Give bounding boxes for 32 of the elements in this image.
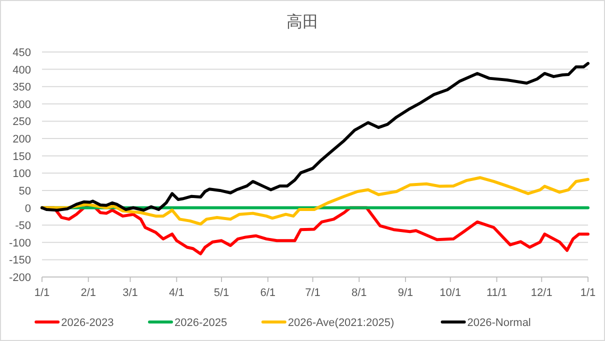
y-tick-label: 50	[18, 185, 31, 198]
x-tick-label: 8/1	[351, 287, 367, 299]
y-tick-label: 0	[24, 202, 31, 215]
y-tick-label: -200	[8, 272, 31, 284]
x-tick-label: 5/1	[214, 287, 230, 299]
y-tick-label: 150	[12, 150, 31, 163]
legend-label: 2026-2023	[61, 317, 114, 329]
x-tick-label: 9/1	[398, 287, 414, 299]
y-tick-label: -150	[8, 254, 31, 267]
legend-label: 2026-2025	[174, 317, 228, 329]
x-tick-label: 7/1	[305, 287, 320, 299]
x-tick-label: 4/1	[168, 287, 184, 299]
y-tick-label: 250	[12, 116, 31, 128]
y-tick-label: 300	[12, 98, 31, 111]
y-tick-label: -50	[15, 220, 31, 232]
title: 高田	[286, 14, 318, 31]
x-tick-label: 2/1	[80, 287, 96, 299]
x-tick-label: 6/1	[260, 287, 276, 299]
x-tick-label: 10/1	[440, 287, 462, 299]
x-tick-label: 12/1	[530, 287, 552, 299]
x-tick-label: 1/1	[580, 287, 596, 299]
y-tick-label: 350	[12, 82, 31, 94]
y-tick-label: 100	[12, 168, 31, 180]
y-tick-label: 450	[12, 47, 31, 59]
x-tick-label: 11/1	[486, 287, 508, 299]
legend-label: 2026-Ave(2021:2025)	[288, 317, 394, 329]
y-tick-label: 200	[12, 134, 31, 146]
y-tick-label: 400	[12, 64, 31, 76]
x-tick-label: 3/1	[122, 287, 138, 299]
x-tick-label: 1/1	[34, 287, 50, 299]
legend-label: 2026-Normal	[467, 317, 531, 329]
y-tick-label: -100	[8, 237, 31, 250]
